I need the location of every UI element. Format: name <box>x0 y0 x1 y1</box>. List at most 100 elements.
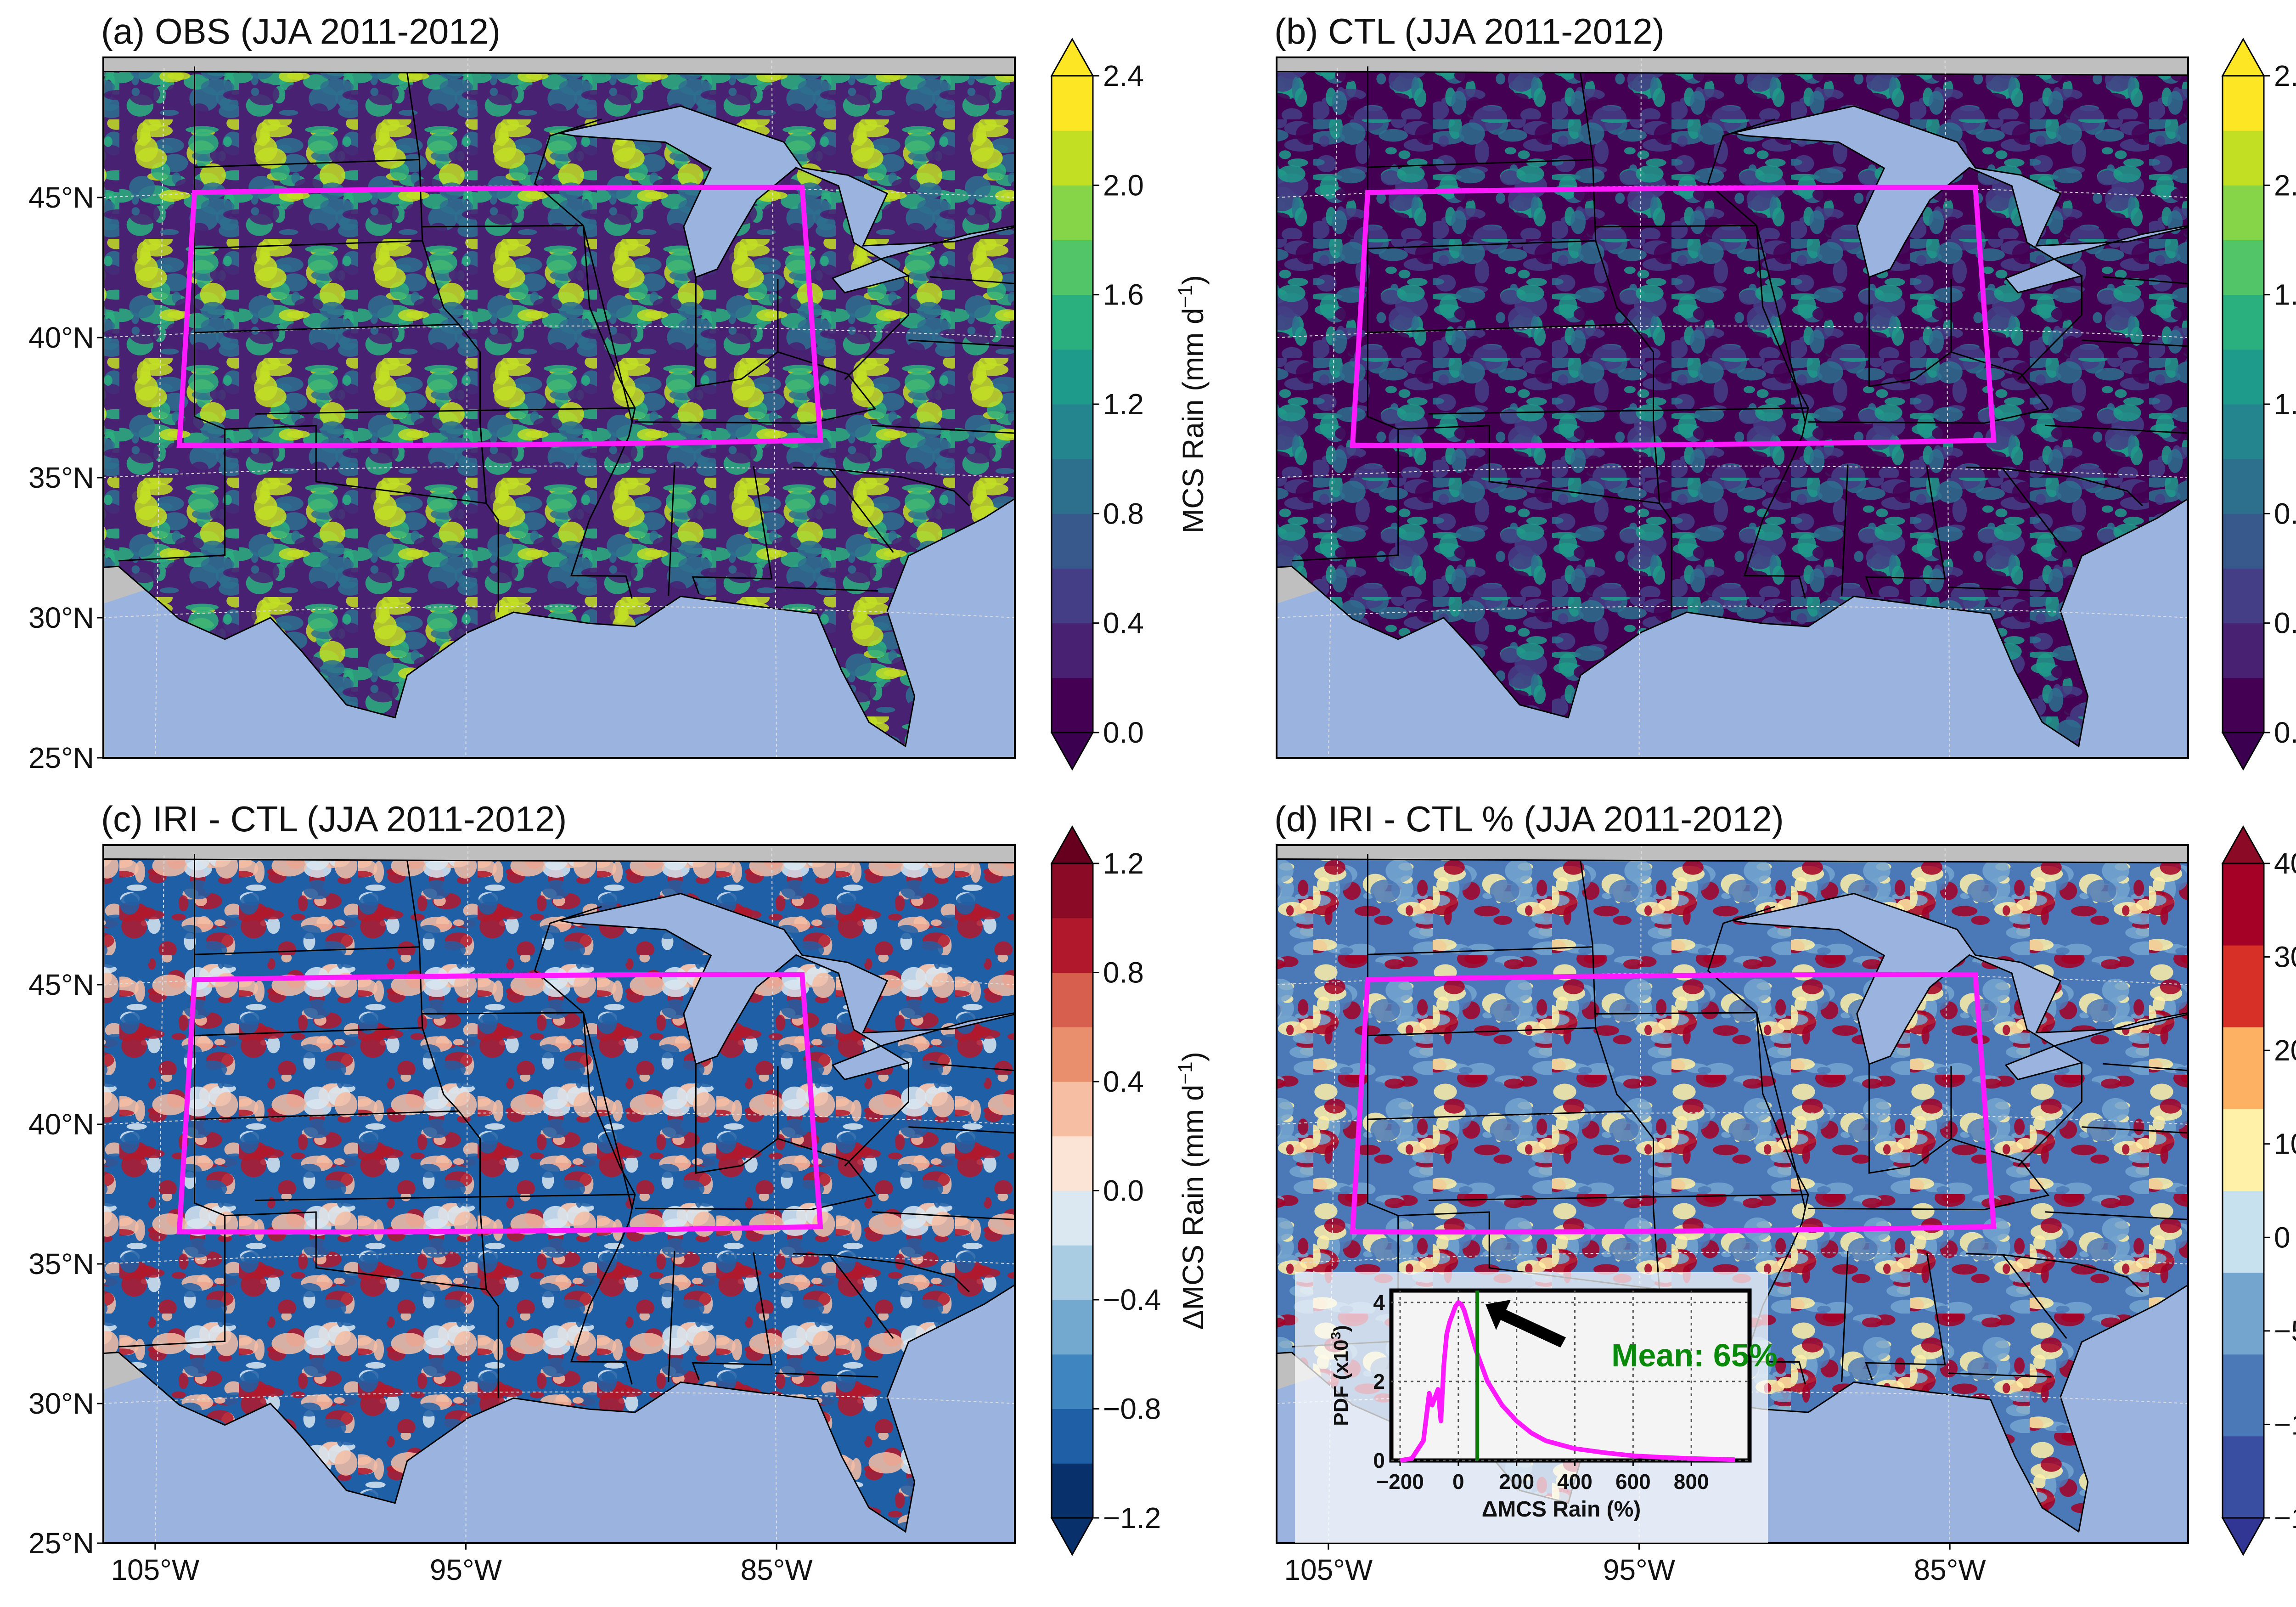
colorbar-tick-label: −0.8 <box>1103 1393 1161 1426</box>
state-border <box>194 1110 459 1120</box>
graticule-lat <box>1277 605 2188 618</box>
state-border <box>872 424 1015 434</box>
map-a <box>103 57 1182 758</box>
colorbar-segment <box>1052 1354 1093 1409</box>
graticule-lat <box>103 1391 1015 1404</box>
colorbar-segment <box>1052 1300 1093 1355</box>
state-border <box>829 1254 894 1339</box>
colorbar-over-arrow <box>1050 825 1094 864</box>
graticule-lon <box>155 855 165 1543</box>
lat-tick-label: 25°N <box>28 1527 94 1560</box>
state-border <box>1653 422 1660 503</box>
state-border <box>582 225 633 423</box>
state-border <box>1595 1012 1757 1015</box>
colorbar-under-arrow <box>1050 1517 1094 1556</box>
colorbar-tick-label: 0.4 <box>2274 607 2296 640</box>
region-box <box>1350 972 1997 1235</box>
colorbar-frame <box>2222 863 2265 1519</box>
colorbar-segment <box>2223 863 2264 946</box>
colorbar-tick-label: 0.8 <box>2274 497 2296 530</box>
graticule-lon <box>465 846 468 1543</box>
state-border <box>1841 1251 1849 1382</box>
colorbar-segment <box>1052 1136 1093 1191</box>
state-border <box>1367 159 1593 168</box>
state-border <box>225 425 486 504</box>
colorbar-tick-label: 1.2 <box>2274 388 2296 421</box>
state-border <box>1865 466 1946 594</box>
colorbar-over-arrow <box>2221 37 2265 77</box>
state-border <box>1948 586 2052 592</box>
state-border <box>1580 73 1672 613</box>
panel-a: (a) OBS (JJA 2011-2012) 45°N 40°N 35°N 30°N 2… <box>28 11 1210 774</box>
state-border <box>1428 407 1808 415</box>
colorbar-under-arrow <box>2221 732 2265 771</box>
inset-annotation: Mean: 65% <box>1611 1337 1778 1373</box>
state-border <box>668 1251 675 1382</box>
colorbar-label-sup: −1 <box>1174 285 1197 308</box>
state-border <box>1865 1252 1946 1380</box>
state-border <box>2017 1062 2082 1167</box>
colorbar-segment <box>1052 1463 1093 1518</box>
colorbar-tick-label: 200 <box>2274 1034 2296 1067</box>
state-border <box>534 906 636 1385</box>
lat-tick-label: 30°N <box>28 1387 94 1420</box>
map-frame <box>102 844 1016 1544</box>
colorbar-segment <box>1052 349 1093 405</box>
colorbar-segment <box>1052 1409 1093 1464</box>
colorbar-segment <box>2223 1436 2264 1518</box>
state-border <box>692 466 773 594</box>
lon-tick-label: 85°W <box>741 1553 813 1586</box>
colorbar-tick-label: 0.0 <box>1103 1174 1144 1207</box>
region-box <box>176 185 823 448</box>
state-border <box>255 1194 635 1201</box>
state-border <box>1707 118 1809 599</box>
colorbar-segment <box>2223 677 2264 733</box>
great-lakes <box>1732 105 2188 293</box>
state-border <box>422 225 584 228</box>
inset-y-label-main: PDF (x10 <box>1330 1340 1352 1426</box>
state-border <box>1127 205 1182 210</box>
colorbar-tick-label: 1.2 <box>1103 847 1144 880</box>
lon-tick-label: 85°W <box>1914 1553 1986 1586</box>
colorbar-over-arrow <box>2221 825 2265 864</box>
inset-y-label-sup: 3 <box>1328 1332 1344 1340</box>
colorbar-segment <box>2223 130 2264 186</box>
graticule-lon <box>155 68 165 758</box>
lat-tick-label: 30°N <box>28 601 94 634</box>
colorbar-tick-label: −50 <box>2274 1314 2296 1348</box>
colorbar-segment <box>1052 294 1093 350</box>
state-border <box>118 854 226 1348</box>
colorbar-tick-label: 0.8 <box>1103 497 1144 530</box>
state-border <box>2045 424 2188 434</box>
state-border <box>2045 1211 2188 1220</box>
colorbar-under-arrow <box>2221 1517 2265 1556</box>
panel-c: (c) IRI - CTL (JJA 2011-2012) 45°N 40°N 35°… <box>28 799 1210 1586</box>
colorbar-tick-label: 2.0 <box>1103 169 1144 202</box>
graticule-lat <box>103 605 1015 618</box>
graticule-lon <box>1638 846 1642 1543</box>
state-border <box>582 1012 633 1209</box>
graticule-lon <box>465 58 468 758</box>
state-border <box>2082 276 2188 347</box>
colorbar-segment <box>2223 1354 2264 1437</box>
colorbar-segment <box>2223 1190 2264 1273</box>
colorbar-segment <box>1052 185 1093 240</box>
colorbar-segment <box>2223 1109 2264 1191</box>
lat-tick-label: 40°N <box>28 321 94 354</box>
colorbar-segment <box>1052 918 1093 973</box>
colorbar-tick-label: −100 <box>2274 1408 2296 1441</box>
inset-x-label: ΔMCS Rain (%) <box>1482 1497 1641 1522</box>
state-border <box>1756 225 1806 423</box>
colorbar-segment <box>1052 459 1093 514</box>
state-border <box>908 276 1015 347</box>
colorbar-segment <box>2223 1272 2264 1355</box>
state-border <box>2002 468 2067 553</box>
panel-b: (b) CTL (JJA 2011-2012) 2.4 2.0 1.6 1.2 0.8 0.… <box>1274 11 2296 771</box>
colorbar-tick-label: 1.6 <box>2274 278 2296 311</box>
colorbar-segment <box>1052 863 1093 919</box>
inset-x-tick-label: 0 <box>1452 1470 1464 1494</box>
colorbar-tick-label: 2.0 <box>2274 169 2296 202</box>
state-border <box>1367 1110 1632 1120</box>
